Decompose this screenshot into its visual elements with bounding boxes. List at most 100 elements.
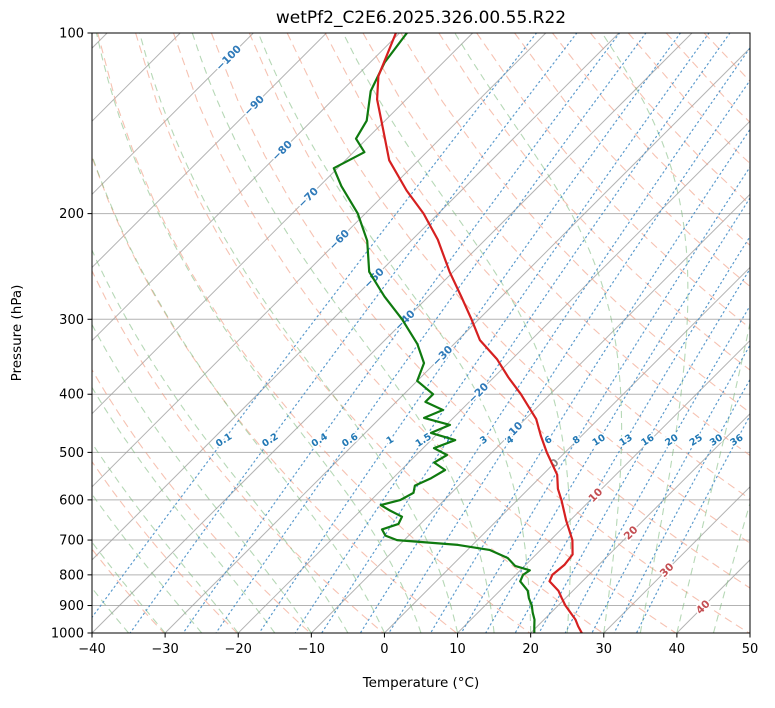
isotherm-label: 10 <box>586 486 605 505</box>
mixing-ratio-labels: 0.1 0.2 0.4 0.6 1 1.5 2 3 4 6 8 10 13 16 20 25 30 36 <box>212 430 747 452</box>
mixing-ratio-label: 1.5 <box>414 431 434 449</box>
chart-title: wetPf2_C2E6.2025.326.00.55.R22 <box>275 8 567 28</box>
isotherm-line <box>92 33 254 196</box>
mixing-ratio-label: 0.1 <box>214 431 234 449</box>
isotherm-line <box>92 33 693 633</box>
dry-adiabat-line <box>286 33 750 544</box>
moist-adiabat-line <box>95 33 422 633</box>
x-tick-label: 40 <box>669 642 686 657</box>
isotherm-line <box>164 47 750 633</box>
isobar-grid-layer <box>92 33 750 633</box>
mixing-ratio-line <box>359 46 750 633</box>
x-tick-label: −20 <box>225 642 252 657</box>
x-tick-label: −40 <box>78 642 105 657</box>
y-tick-label: 800 <box>59 568 84 583</box>
moist-adiabat-layer <box>92 33 750 633</box>
mixing-ratio-line <box>485 196 750 633</box>
mixing-ratio-label: 36 <box>728 432 745 449</box>
isotherm-line <box>92 33 327 269</box>
mixing-ratio-line <box>564 304 750 633</box>
dry-adiabat-line <box>552 33 750 246</box>
mixing-ratio-line <box>92 33 538 619</box>
isotherm-line <box>603 486 750 633</box>
mixing-ratio-label: 0.4 <box>310 431 330 450</box>
moist-adiabat-line <box>712 501 750 633</box>
isotherm-layer <box>92 33 750 633</box>
moist-adiabat-line <box>454 33 623 633</box>
isotherm-line <box>310 193 750 633</box>
mixing-ratio-line <box>215 33 647 633</box>
y-tick-label: 400 <box>59 388 84 403</box>
x-axis-label: Temperature (°C) <box>362 675 480 691</box>
dry-adiabat-line <box>135 33 604 633</box>
dry-adiabat-line <box>514 33 750 288</box>
y-tick-label: 300 <box>59 313 84 328</box>
plot-border <box>91 32 751 634</box>
dry-adiabat-line <box>400 33 750 414</box>
y-axis-label: Pressure (hPa) <box>9 284 25 382</box>
mixing-ratio-layer <box>92 33 750 633</box>
moist-adiabat-line <box>139 33 459 633</box>
dry-adiabat-line <box>172 33 677 633</box>
moist-adiabat-line <box>92 587 130 633</box>
moist-adiabat-line <box>92 442 239 633</box>
x-tick-label: 20 <box>522 642 539 657</box>
mixing-ratio-line <box>635 414 750 633</box>
moist-adiabat-line <box>92 323 312 633</box>
mixing-ratio-line <box>258 33 681 633</box>
x-tick-label: 0 <box>380 642 388 657</box>
mixing-ratio-line <box>294 33 710 633</box>
moist-adiabat-line <box>92 386 276 633</box>
isotherm-line <box>92 33 474 415</box>
moist-adiabat-line <box>92 493 203 633</box>
isotherm-line <box>530 412 750 633</box>
x-tick-label: 50 <box>742 642 759 657</box>
mixing-ratio-label: 10 <box>591 432 608 449</box>
mixing-ratio-line <box>182 33 621 633</box>
isotherm-line <box>384 266 750 633</box>
y-tick-label: 900 <box>59 599 84 614</box>
axes-layer: −40 −30 −20 −10 0 10 20 30 40 5010020030040050060… <box>51 27 758 658</box>
isotherm-line <box>92 33 620 561</box>
dewpoint-line <box>332 33 536 633</box>
y-tick-label: 100 <box>59 27 84 42</box>
dry-adiabat-line <box>324 33 750 500</box>
mixing-ratio-label: 16 <box>639 432 656 449</box>
x-tick-label: −10 <box>298 642 325 657</box>
moist-adiabat-line <box>257 33 532 633</box>
isotherm-label: −70 <box>296 185 321 210</box>
mixing-ratio-label: 0.6 <box>340 431 360 450</box>
isotherm-line <box>676 559 750 633</box>
x-tick-label: −30 <box>151 642 178 657</box>
moist-adiabat-line <box>601 33 689 633</box>
isotherm-line <box>457 339 750 633</box>
mixing-ratio-line <box>514 235 750 633</box>
dry-adiabat-line <box>210 33 750 633</box>
x-tick-label: 10 <box>449 642 466 657</box>
y-tick-label: 200 <box>59 207 84 222</box>
mixing-ratio-line <box>388 79 750 633</box>
moist-adiabat-line <box>92 248 349 633</box>
temperature-line <box>376 33 583 633</box>
isotherm-line <box>92 33 547 488</box>
x-tick-label: 30 <box>596 642 613 657</box>
isotherm-label: −80 <box>270 138 295 163</box>
mixing-ratio-line <box>613 378 750 633</box>
dry-adiabat-line <box>92 155 457 633</box>
moist-adiabat-line <box>92 541 166 633</box>
moist-adiabat-line <box>749 631 750 633</box>
dry-adiabat-line <box>438 33 750 371</box>
plot-background-layers <box>92 33 750 633</box>
y-tick-label: 700 <box>59 534 84 549</box>
dry-adiabat-layer <box>92 33 750 633</box>
sounding-layer <box>332 33 583 633</box>
dry-adiabat-line <box>92 460 238 633</box>
mixing-ratio-line <box>591 343 750 633</box>
mixing-ratio-label: 13 <box>618 432 635 448</box>
y-tick-label: 600 <box>59 493 84 508</box>
moist-adiabat-line <box>92 154 385 633</box>
moist-adiabat-line <box>342 33 572 633</box>
